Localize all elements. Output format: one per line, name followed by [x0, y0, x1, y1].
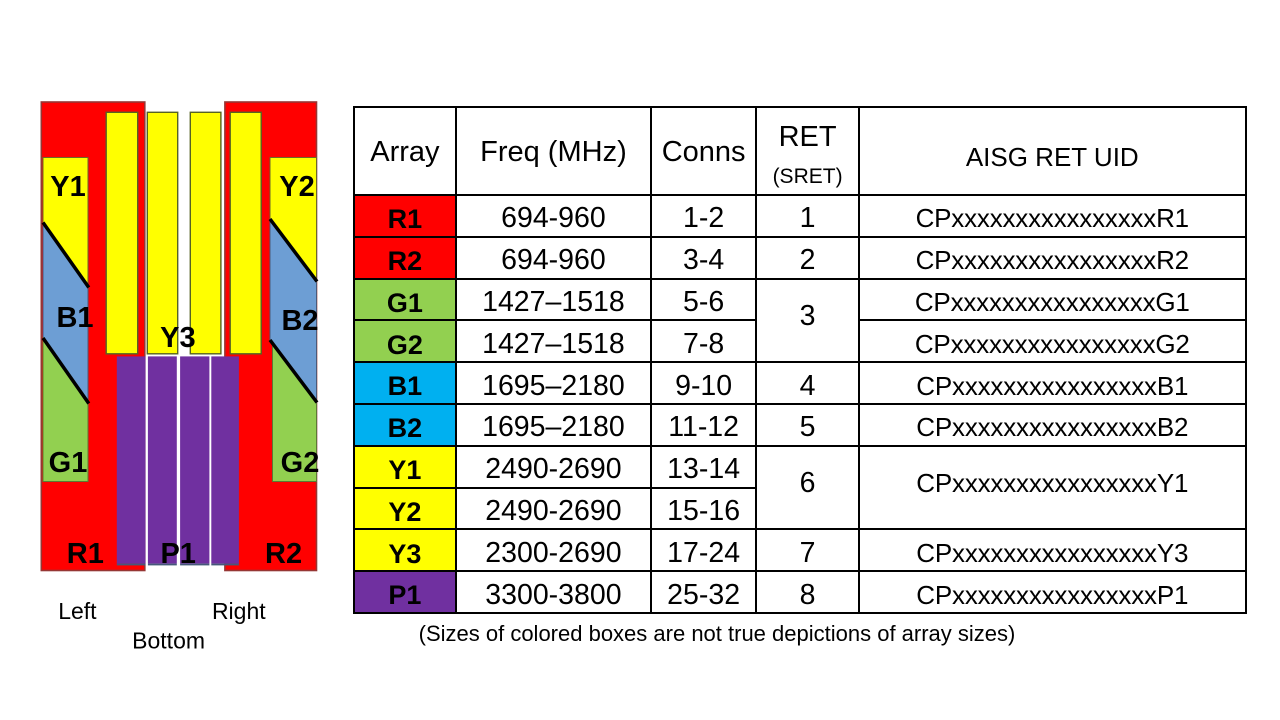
- svg-text:P1: P1: [160, 538, 195, 570]
- svg-text:G1: G1: [49, 447, 88, 479]
- svg-text:Left: Left: [58, 598, 97, 624]
- svg-text:Y3: Y3: [160, 322, 195, 354]
- svg-text:R2: R2: [265, 538, 302, 570]
- svg-text:R1: R1: [67, 538, 104, 570]
- svg-text:Y1: Y1: [50, 171, 85, 203]
- svg-text:G2: G2: [281, 447, 320, 479]
- svg-text:Bottom: Bottom: [132, 628, 205, 654]
- svg-text:B1: B1: [56, 302, 93, 334]
- svg-text:B2: B2: [281, 305, 318, 337]
- svg-text:Y2: Y2: [279, 171, 314, 203]
- svg-text:Right: Right: [212, 598, 266, 624]
